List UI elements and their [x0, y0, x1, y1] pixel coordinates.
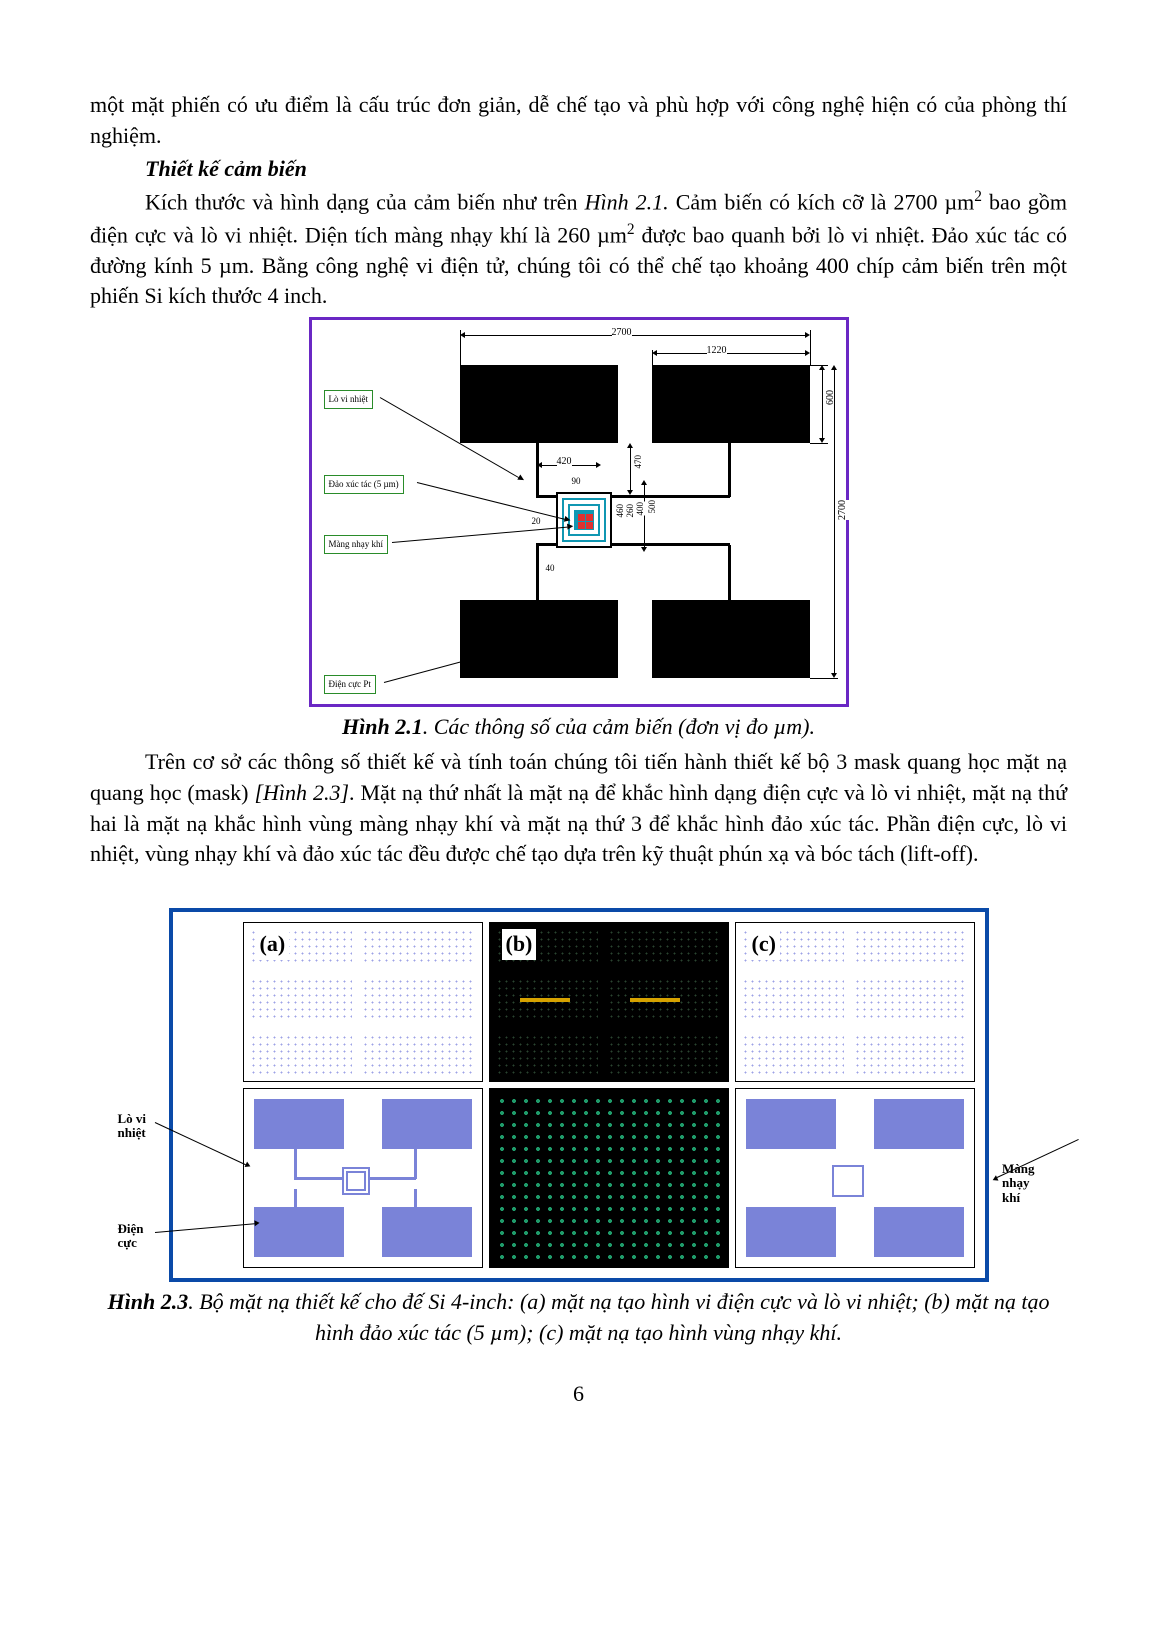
caption-label: Hình 2.1	[342, 714, 423, 739]
figure-ref: Hình 2.1.	[585, 190, 669, 215]
side-label-heater: Lò vinhiệt	[118, 1112, 147, 1141]
caption-label: Hình 2.3	[108, 1289, 189, 1314]
dim-460: 460	[614, 504, 627, 518]
caption-text: . Các thông số của cảm biến (đơn vị đo µ…	[423, 714, 815, 739]
mask-c-zoom	[735, 1088, 975, 1268]
mask-a-full: (a)	[243, 922, 483, 1082]
pad-top-left	[460, 365, 618, 443]
figure-2-3-caption: Hình 2.3. Bộ mặt nạ thiết kế cho đế Si 4…	[90, 1287, 1067, 1349]
mask-b-zoom	[489, 1088, 729, 1268]
dim-pad-width: 1220	[707, 344, 727, 358]
mask-c-full: (c)	[735, 922, 975, 1082]
label-catalyst: Đảo xúc tác (5 µm)	[324, 475, 404, 494]
side-label-electrode: Điệncực	[118, 1222, 144, 1251]
mask-a-zoom	[243, 1088, 483, 1268]
figure-2-1: 2700 1220 600 2700 420 90 20 40	[90, 317, 1067, 707]
caption-text: . Bộ mặt nạ thiết kế cho đế Si 4-inch: (…	[188, 1289, 1049, 1345]
dim-500: 500	[646, 500, 659, 514]
figure-ref: [Hình 2.3]	[254, 780, 349, 805]
panel-label-a: (a)	[256, 929, 290, 960]
dim-420: 420	[557, 455, 572, 469]
text-fragment: Cảm biến có kích cỡ là 2700 µm	[669, 190, 975, 215]
mask-set-diagram: (a) (b) (c)	[169, 908, 989, 1282]
label-heater: Lò vi nhiệt	[324, 390, 374, 409]
mask-b-full: (b)	[489, 922, 729, 1082]
side-label-film: Màngnhạykhí	[1002, 1162, 1035, 1205]
label-film: Màng nhạy khí	[324, 535, 389, 554]
panel-label-b: (b)	[502, 929, 537, 960]
text-fragment: Kích thước và hình dạng của cảm biến như…	[145, 190, 585, 215]
mask-paragraph: Trên cơ sở các thông số thiết kế và tính…	[90, 747, 1067, 870]
label-electrode: Điện cực Pt	[324, 675, 376, 694]
pad-bottom-right	[652, 600, 810, 678]
dimensions-paragraph: Kích thước và hình dạng của cảm biến như…	[90, 186, 1067, 312]
pad-bottom-left	[460, 600, 618, 678]
pad-top-right	[652, 365, 810, 443]
intro-paragraph: một mặt phiến có ưu điểm là cấu trúc đơn…	[90, 90, 1067, 152]
dim-40: 40	[546, 562, 555, 575]
dim-pad-height: 600	[824, 390, 838, 405]
section-title: Thiết kế cảm biến	[145, 154, 1067, 185]
dim-20: 20	[532, 515, 541, 528]
dim-total-height: 2700	[836, 500, 850, 520]
dim-470: 470	[632, 455, 645, 469]
sensor-diagram: 2700 1220 600 2700 420 90 20 40	[309, 317, 849, 707]
superscript: 2	[974, 188, 982, 205]
page-number: 6	[90, 1379, 1067, 1410]
superscript: 2	[627, 221, 635, 238]
panel-label-c: (c)	[748, 929, 780, 960]
figure-2-3: (a) (b) (c)	[90, 908, 1067, 1282]
figure-2-1-caption: Hình 2.1. Các thông số của cảm biến (đơn…	[90, 712, 1067, 743]
dim-total-width: 2700	[612, 326, 632, 340]
dim-90: 90	[572, 475, 581, 488]
